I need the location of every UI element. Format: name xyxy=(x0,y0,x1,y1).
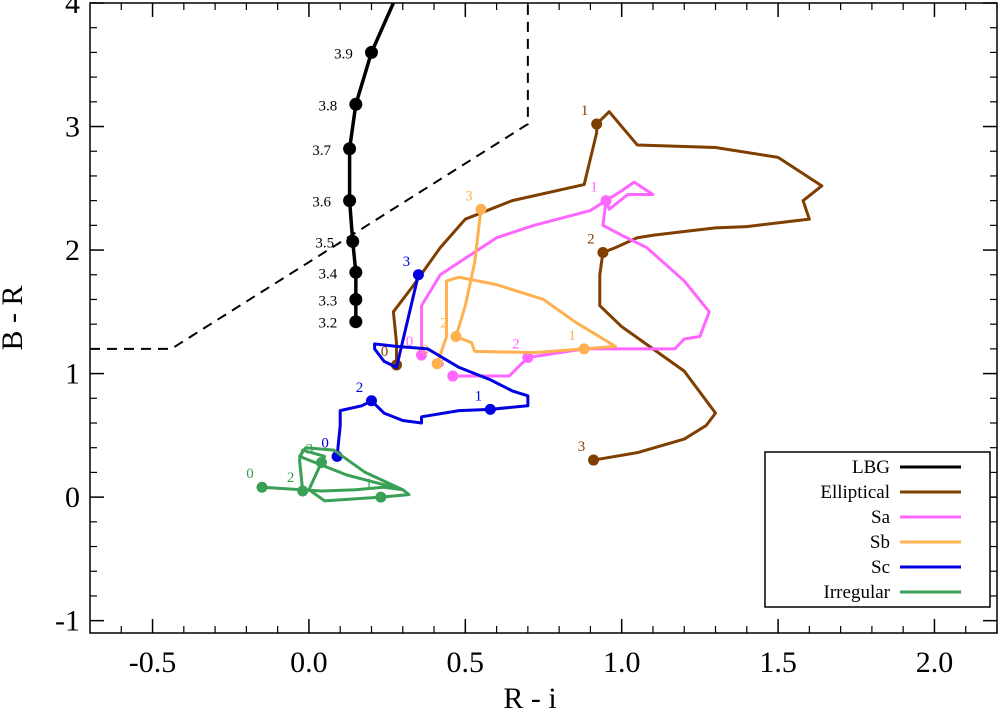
irregular-redshift-point xyxy=(315,457,327,469)
series-lbg: 3.2 3.3 3.4 3.5 3.6 3.7 3.8 3.9 xyxy=(312,3,396,332)
series-sb: 0 1 2 3 xyxy=(421,188,617,370)
sa-redshift-point xyxy=(447,370,459,382)
series-layer: 3.23.33.43.53.63.73.83.90123012301230123… xyxy=(246,3,824,503)
lbg-redshift-label: 3.4 xyxy=(318,266,337,282)
elliptical-track-line xyxy=(391,110,824,462)
x-tick-label: 1.0 xyxy=(603,646,641,679)
sb-track-line xyxy=(435,207,617,366)
lbg-redshift-point xyxy=(349,97,363,111)
series-sc: 0 1 2 3 xyxy=(321,254,530,462)
x-axis-title: R - i xyxy=(503,682,556,715)
selection-box-dashed xyxy=(90,3,529,350)
lbg-redshift-point xyxy=(364,45,378,59)
lbg-redshift-label: 3.9 xyxy=(334,46,353,62)
sc-redshift-label: 0 xyxy=(321,435,329,451)
selection-boundary-line xyxy=(90,3,529,350)
lbg-redshift-point xyxy=(346,234,360,248)
plot-frame xyxy=(89,2,998,634)
sa-redshift-label: 1 xyxy=(590,180,598,196)
lbg-redshift-label: 3.8 xyxy=(318,98,337,114)
sa-track-line xyxy=(420,180,711,378)
legend: LBG Elliptical Sa Sb Sc Irregular xyxy=(764,451,991,608)
sb-redshift-label: 0 xyxy=(421,343,429,359)
lbg-redshift-label: 3.3 xyxy=(318,293,337,309)
lbg-redshift-label: 3.7 xyxy=(312,143,331,159)
legend-label-lbg: LBG xyxy=(852,457,890,478)
sa-redshift-label: 2 xyxy=(512,337,520,353)
sc-redshift-point xyxy=(412,269,424,281)
legend-box xyxy=(764,451,991,608)
irregular-redshift-point xyxy=(375,491,387,503)
irregular-redshift-point xyxy=(256,481,268,493)
sb-redshift-point xyxy=(431,358,443,370)
y-tick-label: 0 xyxy=(65,481,80,514)
lbg-redshift-point xyxy=(349,292,363,306)
elliptical-redshift-point xyxy=(597,247,609,259)
legend-label-sc: Sc xyxy=(871,557,890,578)
y-tick-label: 2 xyxy=(65,234,80,267)
legend-label-elliptical: Elliptical xyxy=(820,482,890,503)
sa-redshift-point xyxy=(522,352,534,364)
series-irregular: 0 1 23 xyxy=(246,442,411,503)
x-tick-label: 0.0 xyxy=(290,646,328,679)
sb-redshift-point xyxy=(578,343,590,355)
y-tick-label: 1 xyxy=(65,358,80,391)
elliptical-redshift-label: 0 xyxy=(381,344,389,360)
y-tick-label: 4 xyxy=(65,0,80,20)
x-tick-label: 2.0 xyxy=(916,646,954,679)
lbg-redshift-label: 3.2 xyxy=(318,316,337,332)
irregular-redshift-label: 2 xyxy=(287,470,295,486)
series-sa: 0 1 2 3 xyxy=(406,180,711,382)
sb-redshift-label: 3 xyxy=(465,188,473,204)
sb-redshift-point xyxy=(475,203,487,215)
x-tick-label: 1.5 xyxy=(759,646,797,679)
sa-redshift-point xyxy=(416,349,428,361)
lbg-redshift-label: 3.5 xyxy=(315,235,334,251)
x-tick-label: -0.5 xyxy=(129,646,177,679)
y-tick-label: 3 xyxy=(65,111,80,144)
sa-redshift-label: 0 xyxy=(406,334,414,350)
lbg-redshift-point xyxy=(349,315,363,329)
elliptical-redshift-label: 2 xyxy=(587,232,595,248)
legend-label-sa: Sa xyxy=(871,507,891,528)
sc-redshift-label: 2 xyxy=(356,380,364,396)
sc-redshift-point xyxy=(484,403,496,415)
lbg-redshift-point xyxy=(343,142,357,156)
sc-redshift-label: 3 xyxy=(403,254,411,270)
elliptical-redshift-point xyxy=(591,118,603,130)
sc-redshift-label: 1 xyxy=(475,388,483,404)
irregular-redshift-label: 0 xyxy=(246,466,254,482)
sb-redshift-label: 2 xyxy=(440,316,448,332)
series-elliptical: 0 1 2 3 xyxy=(381,103,824,466)
legend-label-irregular: Irregular xyxy=(824,582,891,603)
elliptical-redshift-label: 1 xyxy=(581,103,589,119)
lbg-redshift-label: 3.6 xyxy=(312,195,331,211)
sb-redshift-point xyxy=(450,331,462,343)
irregular-track-line xyxy=(260,446,411,503)
irregular-redshift-label: 1 xyxy=(365,476,373,492)
irregular-redshift-label: 3 xyxy=(306,442,314,458)
y-tick-label: -1 xyxy=(55,605,80,638)
y-axis-title: B - R xyxy=(0,285,29,350)
sa-redshift-point xyxy=(600,195,612,207)
legend-label-sb: Sb xyxy=(870,532,890,553)
sc-redshift-point xyxy=(365,395,377,407)
x-tick-label: 0.5 xyxy=(447,646,485,679)
elliptical-redshift-point xyxy=(588,454,600,466)
elliptical-redshift-label: 3 xyxy=(578,439,586,455)
irregular-redshift-point xyxy=(297,485,309,497)
lbg-redshift-point xyxy=(349,265,363,279)
sb-redshift-label: 1 xyxy=(568,328,576,344)
lbg-redshift-point xyxy=(343,194,357,208)
